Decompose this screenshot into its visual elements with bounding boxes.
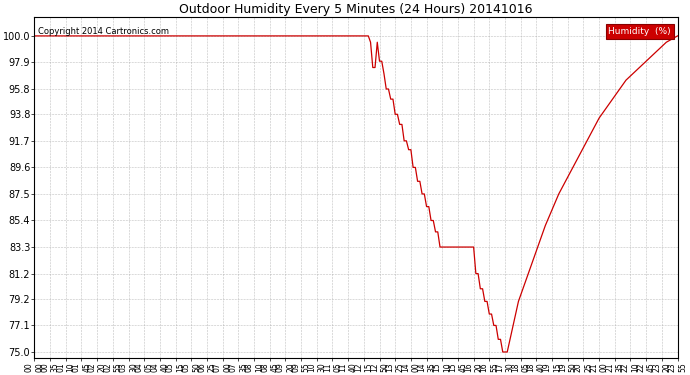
Text: Humidity  (%): Humidity (%) <box>609 27 671 36</box>
Text: Copyright 2014 Cartronics.com: Copyright 2014 Cartronics.com <box>38 27 168 36</box>
Title: Outdoor Humidity Every 5 Minutes (24 Hours) 20141016: Outdoor Humidity Every 5 Minutes (24 Hou… <box>179 3 533 16</box>
